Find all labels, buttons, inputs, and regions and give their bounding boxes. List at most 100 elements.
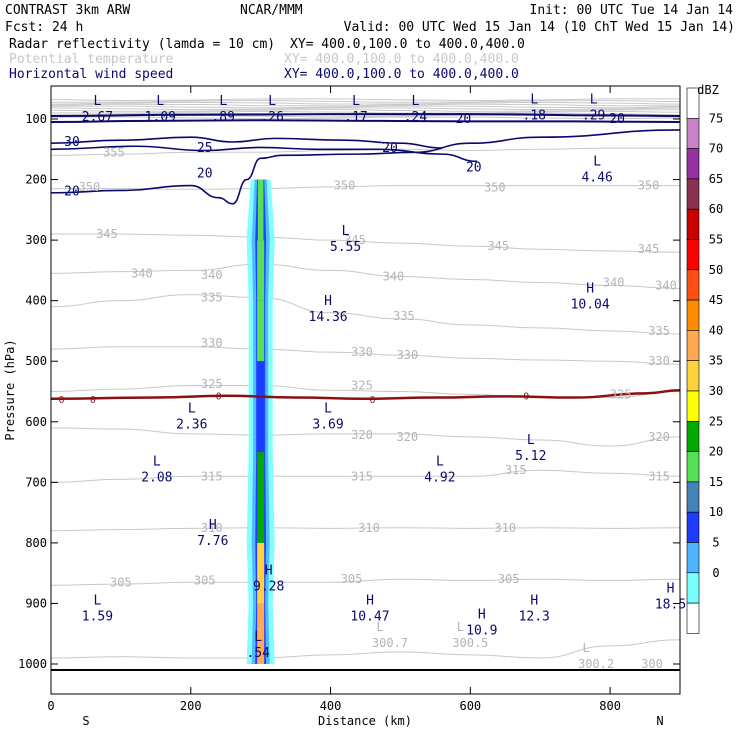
model-title: CONTRAST 3km ARW bbox=[5, 3, 130, 18]
colorbar-swatch bbox=[686, 481, 700, 513]
wind-contour-label: 20 bbox=[64, 185, 80, 200]
zero-contour-label: 0 bbox=[216, 392, 222, 403]
reflectivity-core-cell bbox=[257, 452, 265, 543]
wind-extremum-marker: L bbox=[436, 454, 444, 469]
wind-extremum-value: .29 bbox=[582, 109, 605, 124]
theta-contour-label: 320 bbox=[397, 430, 419, 444]
wind-extremum-marker: L bbox=[352, 94, 360, 109]
theta-contour-label: 355 bbox=[103, 145, 125, 159]
wind-extremum-marker: L bbox=[94, 94, 102, 109]
theta-extremum-value: 300.7 bbox=[372, 636, 408, 650]
y-tick-label: 600 bbox=[25, 415, 47, 429]
colorbar-level-label: 30 bbox=[709, 384, 723, 398]
wind-extremum-value: 10.9 bbox=[466, 623, 497, 638]
y-tick-label: 900 bbox=[25, 596, 47, 610]
theta-contour-upper bbox=[50, 100, 681, 103]
theta-contour-label: 305 bbox=[498, 572, 520, 586]
theta-contour-label: 305 bbox=[194, 573, 216, 587]
theta-contour-upper bbox=[50, 107, 681, 111]
theta-contour-label: 335 bbox=[393, 309, 415, 323]
wind-extremum-value: 10.47 bbox=[350, 610, 389, 625]
colorbar-level-label: 60 bbox=[709, 202, 723, 216]
theta-extremum-marker: L bbox=[376, 620, 383, 634]
y-tick-label: 300 bbox=[25, 233, 47, 247]
theta-contour-label: 335 bbox=[648, 324, 670, 338]
colorbar-level-label: 65 bbox=[709, 172, 723, 186]
wind-contour bbox=[50, 136, 443, 149]
theta-contour-upper bbox=[50, 101, 681, 105]
theta-contour-label: 340 bbox=[383, 269, 405, 283]
colorbar-swatch bbox=[686, 390, 700, 422]
theta-contour-label: 340 bbox=[201, 268, 223, 282]
reflectivity-core-cell bbox=[257, 603, 265, 664]
reflectivity-core-cell bbox=[257, 542, 265, 604]
theta-contour-label: 315 bbox=[505, 463, 527, 477]
wind-extremum-value: 1.09 bbox=[145, 110, 176, 125]
theta-contour-label: 320 bbox=[351, 428, 373, 442]
colorbar-swatch bbox=[686, 299, 700, 331]
colorbar-level-label: 25 bbox=[709, 414, 723, 428]
theta-contour-340 bbox=[50, 263, 681, 290]
theta-contour-upper bbox=[50, 110, 681, 114]
theta-contour-330 bbox=[50, 346, 681, 365]
colorbar-level-label: 45 bbox=[709, 293, 723, 307]
theta-contour-315 bbox=[50, 469, 681, 483]
wind-extremum-marker: L bbox=[268, 94, 276, 109]
colorbar-swatch bbox=[686, 511, 700, 543]
theta-contour-label: 345 bbox=[487, 239, 509, 253]
wind-extremum-value: .24 bbox=[404, 110, 428, 125]
wind-extremum-value: 14.36 bbox=[309, 310, 348, 325]
theta-contour-label: 330 bbox=[397, 348, 419, 362]
theta-contour-label: 310 bbox=[358, 521, 380, 535]
wind-extremum-marker: H bbox=[478, 607, 486, 622]
wind-extremum-value: 9.28 bbox=[253, 579, 284, 594]
theta-contour-345 bbox=[50, 233, 681, 253]
wind-extremum-marker: L bbox=[94, 594, 102, 609]
wind-contour-label: 20 bbox=[382, 141, 398, 156]
theta-contour-320 bbox=[50, 427, 681, 447]
wind-extremum-marker: H bbox=[265, 563, 273, 578]
y-axis-label: Pressure (hPa) bbox=[3, 339, 17, 440]
field-wind-xy: XY= 400.0,100.0 to 400.0,400.0 bbox=[284, 67, 519, 82]
theta-contour-label: 330 bbox=[201, 336, 223, 350]
colorbar-swatch bbox=[686, 330, 700, 361]
theta-contour-label: 315 bbox=[201, 469, 223, 483]
colorbar-level-label: 20 bbox=[709, 445, 723, 459]
theta-contour-label: 310 bbox=[494, 521, 516, 535]
wind-extremum-marker: H bbox=[530, 594, 538, 609]
wind-contour-label: 30 bbox=[64, 135, 80, 150]
x-tick-label: 600 bbox=[459, 699, 481, 713]
wind-extremum-value: 4.92 bbox=[424, 470, 455, 485]
y-tick-label: 100 bbox=[25, 112, 47, 126]
wind-contour bbox=[50, 145, 478, 163]
theta-contour-305 bbox=[50, 578, 681, 586]
colorbar-level-label: 55 bbox=[709, 233, 723, 247]
zero-contour-label: 0 bbox=[58, 395, 64, 406]
colorbar-swatch bbox=[686, 178, 700, 210]
init-time: Init: 00 UTC Tue 14 Jan 14 bbox=[530, 3, 734, 18]
y-tick-label: 200 bbox=[25, 173, 47, 187]
colorbar-swatch bbox=[686, 572, 700, 604]
theta-contour-upper bbox=[50, 98, 681, 102]
theta-contour-label: 305 bbox=[341, 572, 363, 586]
reflectivity-core-cell bbox=[257, 300, 265, 362]
theta-contour-upper bbox=[50, 105, 681, 109]
wind-extremum-marker: L bbox=[254, 630, 262, 645]
wind-extremum-marker: H bbox=[667, 581, 675, 596]
valid-time: Valid: 00 UTC Wed 15 Jan 14 (10 ChT Wed … bbox=[344, 20, 735, 35]
wind-contour-label: 20 bbox=[466, 160, 482, 175]
x-tick-label: 400 bbox=[320, 699, 342, 713]
colorbar-swatch bbox=[686, 451, 700, 483]
theta-contour-label: 305 bbox=[110, 575, 132, 589]
wind-extremum-marker: L bbox=[412, 94, 420, 109]
wind-extremum-value: 5.55 bbox=[330, 240, 361, 255]
wind-contour bbox=[50, 113, 681, 117]
wind-extremum-value: .89 bbox=[211, 110, 234, 125]
field-theta-xy: XY= 400.0,100.0 to 400.0,400.0 bbox=[284, 52, 519, 67]
wind-contour-label: 20 bbox=[609, 112, 625, 127]
reflectivity-core-cell bbox=[257, 361, 265, 453]
theta-contour-upper bbox=[50, 109, 681, 112]
x-axis-label: Distance (km) bbox=[318, 714, 412, 728]
